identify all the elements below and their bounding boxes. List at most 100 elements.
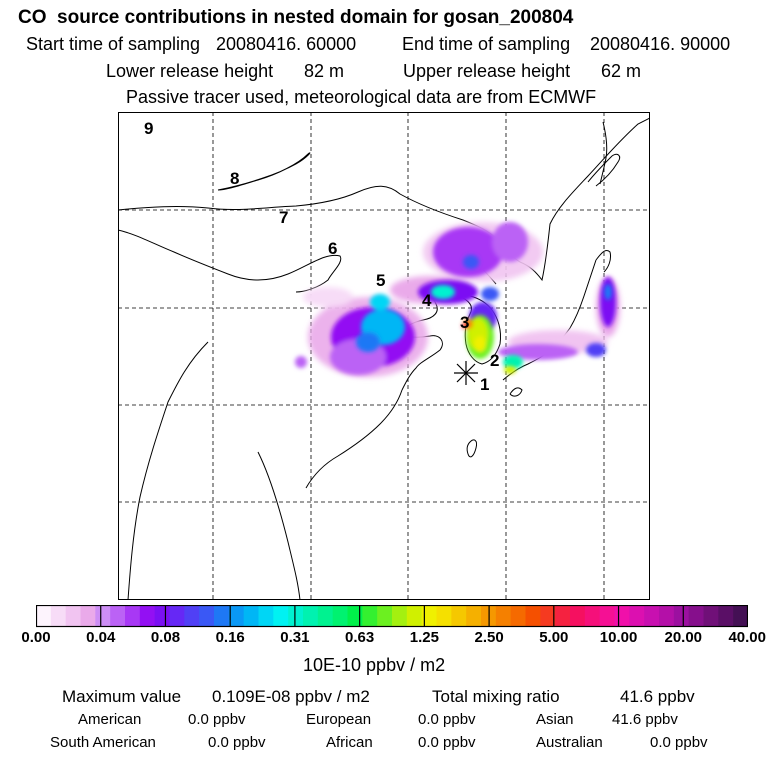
trajectory-marker-6: 6 [328,239,337,258]
color-scale-cell [36,605,52,627]
upper-height-value: 62 m [601,61,642,81]
color-scale-cell [688,605,705,627]
color-scale-cell [673,605,690,627]
color-scale-cell [347,605,363,627]
color-scale-cell [495,605,512,627]
color-scale-cell [50,605,67,627]
color-scale-cell [436,605,452,627]
max-value: 0.109E-08 ppbv / m2 [212,687,370,706]
color-scale-cell [644,605,660,627]
color-scale-cell [214,605,230,627]
color-scale-cell [629,605,645,627]
color-scale-cell [243,605,260,627]
start-time-value: 20080416. 60000 [216,34,357,54]
trajectory-marker-2: 2 [490,351,499,370]
color-scale-tick-label: 0.16 [215,629,245,646]
region-european-value: 0.0 ppbv [418,711,476,728]
lower-height-label: Lower release height [106,61,274,81]
map-title: CO source contributions in nested domain… [18,7,574,28]
source-contribution-map: 1 2 3 4 5 6 7 8 9 [118,112,650,600]
trajectory-marker-7: 7 [279,208,288,227]
lat-lon-grid [118,112,650,600]
color-scale-cell [258,605,274,627]
color-scale-cell [599,605,616,627]
color-scale-cell [540,605,556,627]
color-scale-cell [228,605,245,627]
region-south-american-value: 0.0 ppbv [208,734,266,751]
color-scale-cell [139,605,156,627]
color-scale-cell [584,605,601,627]
color-scale-tick-label: 2.50 [474,629,504,646]
color-scale-cell [154,605,171,627]
color-scale-cell [332,605,349,627]
color-scale-tick-label: 0.08 [150,629,181,646]
color-scale-tick-label: 0.63 [345,629,375,646]
color-scale-tick-label: 0.31 [280,629,310,646]
region-american-value: 0.0 ppbv [188,711,246,728]
region-african-name: African [326,734,373,751]
color-scale-unit: 10E-10 ppbv / m2 [303,655,446,675]
trajectory-markers: 1 2 3 4 5 6 7 8 9 [144,119,499,394]
region-australian-value: 0.0 ppbv [650,734,708,751]
upper-height-label: Upper release height [403,61,571,81]
color-scale-cell [288,605,304,627]
trajectory-marker-4: 4 [422,291,432,310]
color-scale-cell [317,605,334,627]
color-scale-cell [199,605,215,627]
color-scale-tick-label: 0.00 [21,629,51,646]
color-scale-cell [718,605,734,627]
color-scale-cell [570,605,586,627]
color-scale-cell [466,605,482,627]
trajectory-marker-9: 9 [144,119,153,138]
color-scale-cell [703,605,719,627]
end-time-value: 20080416. 90000 [590,34,731,54]
color-scale-cell [303,605,319,627]
color-scale-cell [510,605,527,627]
region-european-name: European [306,711,372,728]
color-scale-cell [525,605,541,627]
start-time-label: Start time of sampling [26,34,201,54]
trajectory-marker-8: 8 [230,169,239,188]
color-scale-cell [95,605,111,627]
color-scale-cell [614,605,630,627]
region-australian-name: Australian [536,734,603,751]
color-scale-cell [406,605,423,627]
color-scale-cell [377,605,393,627]
color-scale-bar [36,605,748,628]
lower-height-value: 82 m [304,61,345,81]
color-scale-cell [110,605,126,627]
region-south-american-name: South American [50,734,156,751]
color-scale-tick-label: 0.04 [86,629,116,646]
total-mixing-value: 41.6 ppbv [620,687,695,706]
color-scale-cell [80,605,96,627]
color-scale-cell [273,605,289,627]
trajectory-marker-5: 5 [376,271,385,290]
color-scale-tick-label: 20.00 [664,629,703,646]
color-scale-tick-label: 1.25 [409,629,439,646]
end-time-label: End time of sampling [402,34,571,54]
color-scale-cell [421,605,438,627]
color-scale-tick-label: 10.00 [599,629,638,646]
max-value-label: Maximum value [62,687,182,706]
trajectory-marker-1: 1 [480,375,489,394]
region-american-name: American [78,711,142,728]
color-scale-tick-label: 40.00 [728,629,766,646]
region-asian-name: Asian [536,711,574,728]
total-mixing-label: Total mixing ratio [432,687,560,706]
color-scale-cell [392,605,408,627]
color-scale-cell [733,605,748,627]
color-scale-cell [555,605,571,627]
region-african-value: 0.0 ppbv [418,734,476,751]
tracer-note: Passive tracer used, meteorological data… [126,87,597,107]
color-scale-cell [169,605,185,627]
color-scale-cell [65,605,82,627]
trajectory-marker-3: 3 [460,313,469,332]
receptor-star-icon [454,361,478,385]
color-scale-cell [659,605,675,627]
concentration-plume [295,222,620,377]
color-scale-cell [451,605,467,627]
color-scale-cell [125,605,141,627]
color-scale-tick-label: 5.00 [539,629,569,646]
region-asian-value: 41.6 ppbv [612,711,678,728]
color-scale-cell [184,605,200,627]
